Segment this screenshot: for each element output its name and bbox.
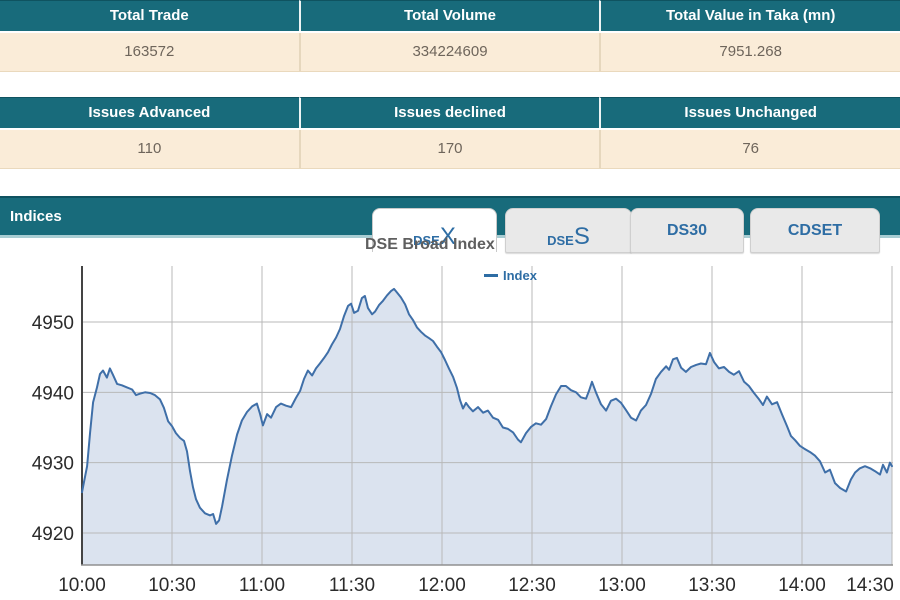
value-issues-advanced: 110 — [0, 130, 299, 169]
table-value-row: 110 170 76 — [0, 130, 900, 169]
tab-dsex-suffix: X — [439, 223, 456, 250]
header-issues-unchanged: Issues Unchanged — [599, 97, 900, 128]
y-tick-label: 4950 — [32, 313, 74, 334]
header-total-volume: Total Volume — [298, 0, 600, 31]
tab-ds30[interactable]: DS30 — [630, 208, 744, 253]
x-tick-label: 13:00 — [598, 575, 646, 596]
tab-dsex-prefix: DSE — [413, 233, 440, 248]
x-tick-label: 13:30 — [688, 575, 736, 596]
table-header-row: Total Trade Total Volume Total Value in … — [0, 0, 900, 31]
value-total-value: 7951.268 — [599, 33, 900, 72]
tab-dses-prefix: DSE — [547, 233, 574, 248]
chart-area-fill — [82, 288, 892, 565]
y-tick-label: 4940 — [32, 383, 74, 404]
legend-line-marker-icon — [484, 274, 498, 277]
tab-cdset[interactable]: CDSET — [750, 208, 880, 253]
x-tick-label: 14:00 — [778, 575, 826, 596]
tab-dses-suffix: S — [573, 223, 590, 250]
y-tick-label: 4920 — [32, 524, 74, 545]
value-total-volume: 334224609 — [298, 33, 600, 72]
table-header-row: Issues Advanced Issues declined Issues U… — [0, 97, 900, 128]
table-value-row: 163572 334224609 7951.268 — [0, 33, 900, 72]
header-issues-advanced: Issues Advanced — [0, 97, 299, 128]
x-tick-label: 10:00 — [58, 575, 106, 596]
header-total-value: Total Value in Taka (mn) — [599, 0, 900, 31]
chart-line — [81, 287, 893, 525]
tab-ds30-label: DS30 — [666, 221, 708, 239]
value-issues-declined: 170 — [298, 130, 600, 169]
x-tick-label: 11:00 — [239, 575, 285, 596]
index-area-chart: 4920 4930 4940 4950 10:00 10:30 11:00 11:30 12:0… — [32, 266, 894, 596]
x-tick-label: 11:30 — [329, 575, 375, 596]
chart-title: DSE Broad Index — [365, 236, 495, 253]
total-summary-table: Total Trade Total Volume Total Value in … — [0, 0, 900, 72]
x-tick-label: 10:30 — [148, 575, 196, 596]
tab-cdset-label: CDSET — [787, 221, 843, 239]
issues-summary-table: Issues Advanced Issues declined Issues U… — [0, 97, 900, 169]
legend-label: Index — [503, 268, 537, 283]
indices-title: Indices — [10, 208, 62, 225]
value-issues-unchanged: 76 — [599, 130, 900, 169]
x-tick-label: 14:30 — [846, 575, 894, 596]
tab-dsex[interactable]: DSE X — [372, 208, 497, 252]
legend-item-index[interactable]: Index — [484, 268, 537, 283]
header-total-trade: Total Trade — [0, 0, 299, 31]
header-issues-declined: Issues declined — [298, 97, 600, 128]
y-tick-label: 4930 — [32, 454, 74, 475]
value-total-trade: 163572 — [0, 33, 299, 72]
tab-dses[interactable]: DSE S — [505, 208, 632, 253]
x-tick-label: 12:00 — [418, 575, 466, 596]
x-tick-label: 12:30 — [508, 575, 556, 596]
